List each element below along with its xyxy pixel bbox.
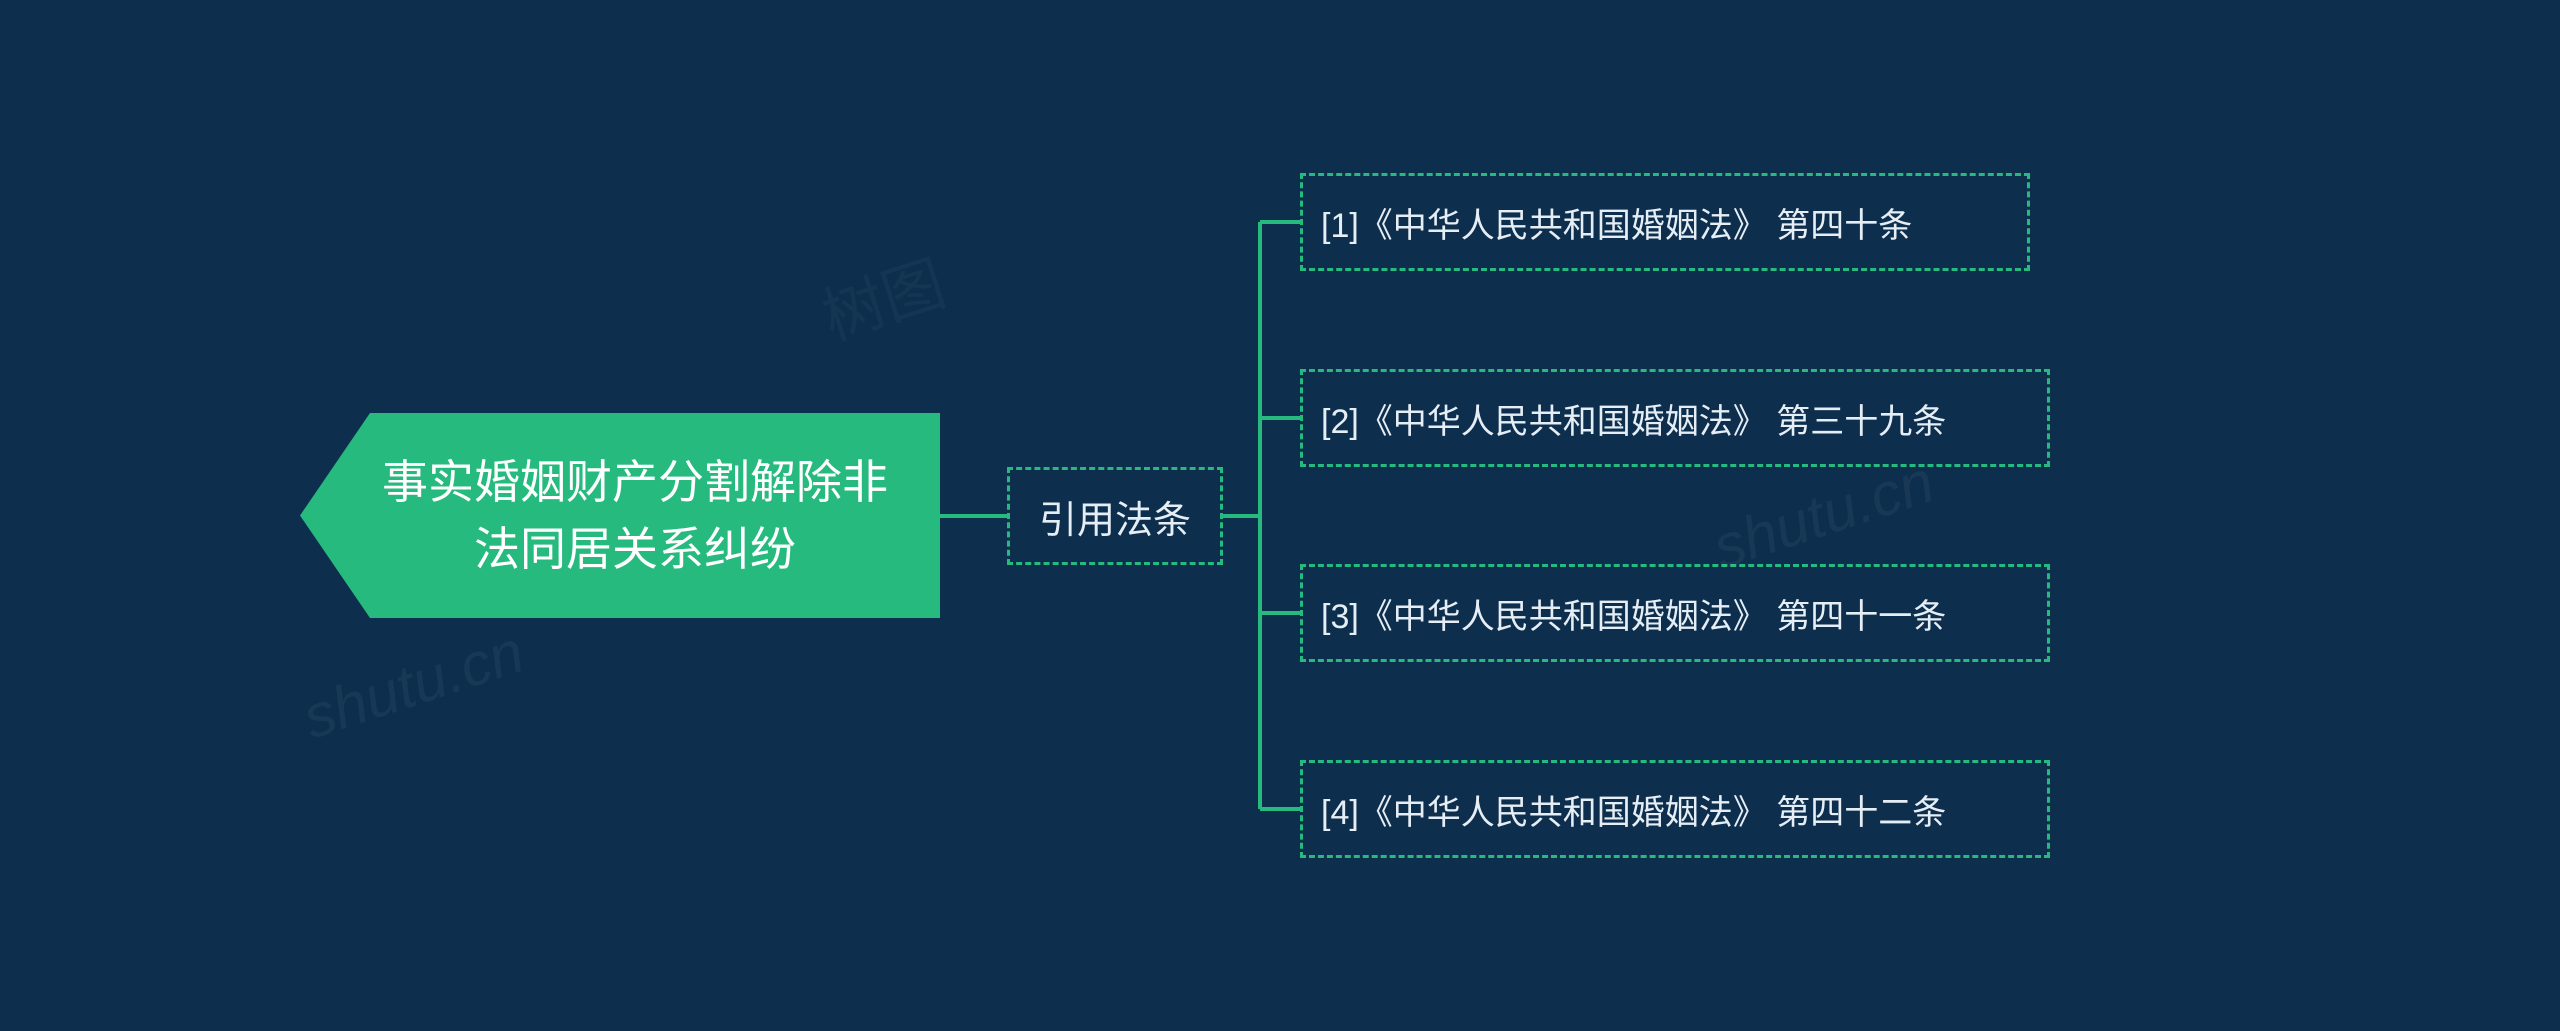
- leaf-node-3: [3]《中华人民共和国婚姻法》 第四十一条: [1300, 564, 2050, 662]
- leaf-node-3-text: [3]《中华人民共和国婚姻法》 第四十一条: [1321, 589, 1946, 638]
- leaf-node-1-text: [1]《中华人民共和国婚姻法》 第四十条: [1321, 198, 1912, 247]
- root-node: 事实婚姻财产分割解除非法同居关系纠纷: [300, 413, 940, 618]
- leaf-node-2-text: [2]《中华人民共和国婚姻法》 第三十九条: [1321, 394, 1946, 443]
- mid-node: 引用法条: [1007, 467, 1223, 565]
- leaf-node-4: [4]《中华人民共和国婚姻法》 第四十二条: [1300, 760, 2050, 858]
- leaf-node-2: [2]《中华人民共和国婚姻法》 第三十九条: [1300, 369, 2050, 467]
- mid-node-text: 引用法条: [1039, 489, 1191, 544]
- leaf-node-1: [1]《中华人民共和国婚姻法》 第四十条: [1300, 173, 2030, 271]
- watermark-cn: 树图: [809, 233, 955, 357]
- root-node-text: 事实婚姻财产分割解除非法同居关系纠纷: [300, 449, 940, 582]
- watermark-1: shutu.cn: [295, 617, 532, 753]
- leaf-node-4-text: [4]《中华人民共和国婚姻法》 第四十二条: [1321, 785, 1946, 834]
